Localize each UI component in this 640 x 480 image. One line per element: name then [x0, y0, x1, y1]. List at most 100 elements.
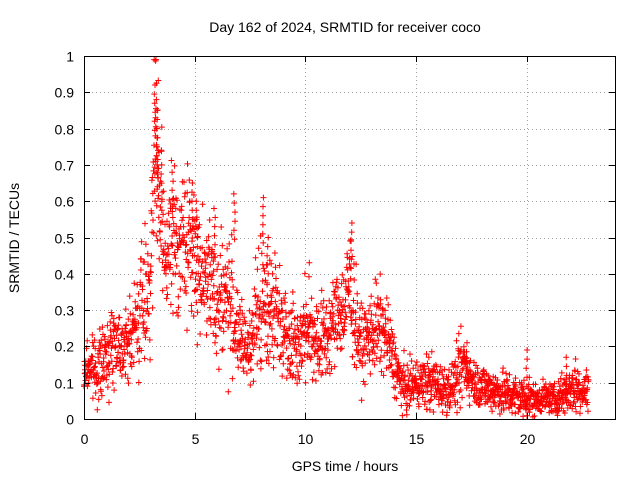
- data-point: [426, 406, 433, 413]
- data-point: [509, 409, 516, 416]
- data-point: [184, 327, 190, 334]
- data-point: [348, 317, 355, 324]
- data-point: [237, 343, 244, 350]
- data-point: [205, 251, 212, 258]
- data-point: [270, 364, 277, 371]
- y-tick-label: 0.8: [55, 122, 75, 138]
- data-point: [224, 265, 231, 272]
- data-point: [256, 344, 263, 351]
- data-point: [393, 395, 400, 402]
- data-point: [252, 293, 259, 300]
- data-point: [413, 359, 420, 365]
- data-point: [188, 302, 195, 309]
- data-point: [106, 399, 112, 406]
- data-point: [264, 261, 271, 268]
- data-point: [162, 270, 169, 277]
- data-point: [109, 369, 116, 375]
- data-point: [150, 217, 156, 224]
- data-point: [169, 196, 176, 203]
- data-point: [585, 376, 592, 383]
- data-point: [155, 192, 162, 199]
- data-point: [97, 351, 104, 357]
- data-point: [214, 288, 221, 295]
- data-point: [415, 367, 421, 374]
- data-point: [94, 370, 101, 377]
- data-point: [232, 327, 239, 334]
- data-point: [573, 408, 580, 415]
- data-point: [159, 189, 166, 196]
- data-point: [197, 331, 204, 337]
- data-point: [156, 228, 163, 235]
- data-point: [204, 287, 211, 294]
- data-point: [408, 358, 415, 364]
- data-point: [529, 388, 536, 395]
- data-point: [336, 332, 343, 339]
- data-point: [152, 198, 159, 205]
- data-point: [160, 188, 167, 195]
- data-point: [359, 305, 366, 312]
- data-point: [229, 276, 236, 283]
- data-point: [463, 385, 470, 392]
- data-point: [314, 315, 321, 322]
- data-point: [398, 402, 405, 409]
- data-point: [456, 379, 463, 386]
- data-point: [482, 377, 489, 384]
- data-point: [401, 347, 407, 354]
- data-point: [158, 207, 165, 214]
- data-point: [203, 259, 209, 266]
- data-point: [134, 339, 140, 346]
- data-point: [457, 404, 464, 411]
- data-point: [242, 320, 249, 327]
- data-point: [113, 363, 120, 370]
- data-point: [478, 396, 485, 403]
- data-point: [365, 339, 372, 346]
- data-point: [193, 198, 200, 205]
- data-point: [237, 357, 244, 364]
- data-point: [268, 260, 275, 267]
- data-point: [540, 376, 546, 383]
- data-point: [320, 297, 327, 304]
- data-point: [212, 241, 218, 248]
- data-point: [315, 308, 322, 315]
- data-point: [108, 332, 115, 339]
- data-point: [122, 306, 129, 313]
- data-point: [357, 330, 364, 337]
- data-point: [283, 313, 290, 320]
- data-point: [135, 320, 142, 326]
- data-point: [153, 56, 159, 63]
- data-point: [153, 125, 160, 132]
- data-point: [257, 298, 264, 305]
- data-point: [426, 372, 432, 379]
- data-point: [306, 273, 312, 280]
- data-point: [551, 380, 558, 387]
- data-point: [454, 409, 460, 416]
- data-point: [392, 384, 399, 391]
- data-point: [512, 375, 519, 382]
- data-point: [149, 229, 156, 236]
- data-point: [358, 300, 365, 307]
- data-point: [163, 284, 170, 291]
- data-point: [392, 345, 399, 352]
- data-point: [265, 234, 272, 241]
- data-point: [362, 360, 369, 367]
- data-point: [305, 333, 312, 340]
- data-point: [369, 357, 376, 364]
- data-point: [412, 362, 419, 369]
- data-point: [138, 255, 145, 262]
- data-point: [144, 305, 151, 312]
- data-point: [167, 261, 174, 268]
- data-point: [447, 399, 454, 406]
- data-point: [360, 378, 367, 385]
- data-point: [235, 321, 242, 328]
- data-point: [572, 356, 579, 362]
- data-point: [352, 316, 359, 323]
- data-point: [194, 341, 201, 348]
- data-point: [231, 200, 238, 206]
- grid: [84, 56, 615, 419]
- data-point: [378, 368, 385, 375]
- data-point: [337, 335, 344, 342]
- data-point: [194, 234, 201, 241]
- data-point: [276, 262, 283, 269]
- data-point: [267, 348, 273, 355]
- data-point: [566, 402, 573, 409]
